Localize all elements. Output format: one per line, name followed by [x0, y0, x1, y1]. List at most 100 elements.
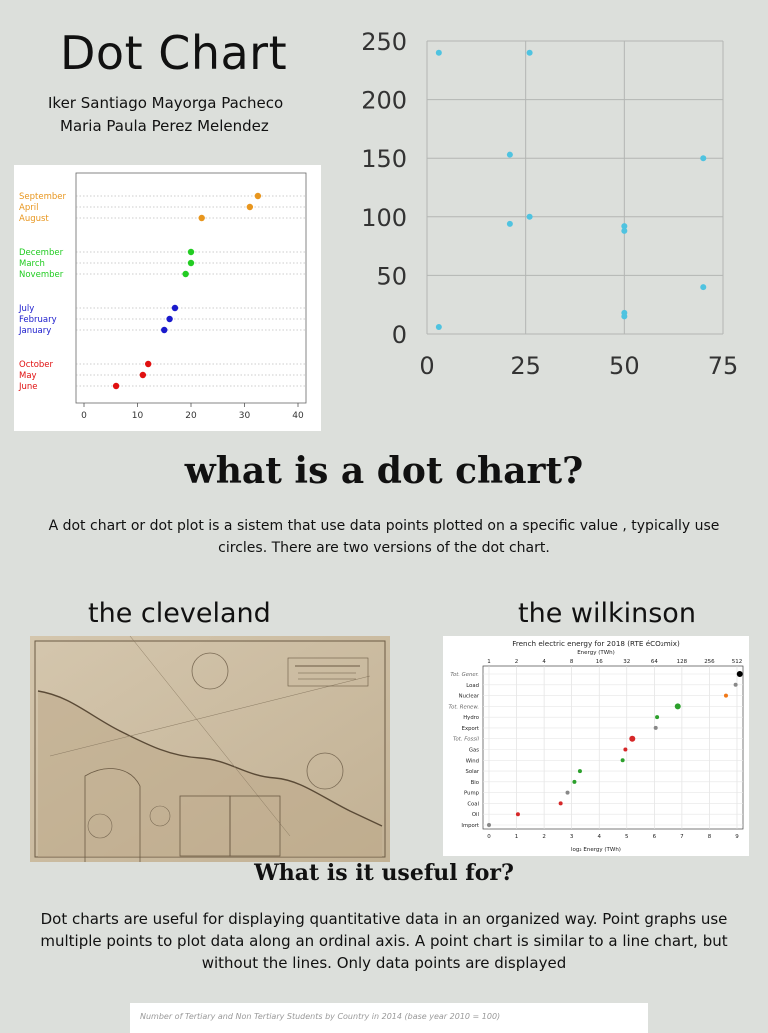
data-point	[526, 213, 533, 220]
data-point	[621, 223, 628, 230]
data-point	[139, 371, 147, 379]
data-point	[182, 270, 189, 278]
data-point	[629, 735, 636, 742]
top-tick-label: 2	[515, 659, 519, 665]
x-tick-label: 20	[185, 411, 197, 421]
row-label: Load	[466, 683, 479, 689]
energy-dot-chart-card: French electric energy for 2018 (RTE éCO…	[443, 636, 749, 856]
row-label: Hydro	[463, 715, 479, 721]
x-tick-label: 2	[542, 834, 546, 840]
top-tick-label: 8	[570, 659, 574, 665]
top-tick-label: 16	[596, 659, 603, 665]
data-point	[515, 812, 520, 817]
row-label: Pump	[464, 791, 480, 797]
energy-dot-chart: French electric energy for 2018 (RTE éCO…	[449, 639, 744, 853]
row-label: November	[19, 270, 64, 280]
data-point	[187, 248, 195, 256]
data-point	[254, 192, 262, 200]
row-label: Wind	[466, 758, 479, 764]
data-point	[674, 703, 681, 710]
row-label: June	[18, 382, 38, 392]
data-point	[506, 151, 513, 158]
row-label: July	[18, 304, 34, 314]
plot-frame	[75, 172, 307, 404]
data-point	[653, 725, 658, 730]
data-point	[621, 227, 628, 234]
data-point	[487, 823, 491, 827]
row-label: Tot. Gener.	[450, 672, 479, 678]
y-tick-label: 0	[392, 321, 407, 349]
row-label: January	[18, 326, 51, 336]
x-tick-label: 3	[570, 834, 574, 840]
row-label: August	[19, 214, 49, 224]
data-point	[723, 693, 728, 698]
bottom-chart-card: Number of Tertiary and Non Tertiary Stud…	[130, 1003, 648, 1033]
data-point	[198, 214, 205, 222]
y-tick-label: 200	[361, 87, 407, 115]
section-heading: What is it useful for?	[254, 860, 514, 886]
x-tick-label: 50	[609, 352, 640, 380]
x-tick-label: 4	[597, 834, 601, 840]
scatter-chart: 0 50 100 150 200 250 0 25 50 75	[361, 28, 739, 380]
top-tick-label: 512	[732, 659, 743, 665]
cleveland-label: the cleveland	[88, 598, 271, 629]
cleveland-map-image	[30, 635, 390, 862]
x-tick-label: 1	[515, 834, 519, 840]
x-tick-label: 6	[653, 834, 657, 840]
data-point	[577, 769, 582, 774]
chart-title: French electric energy for 2018 (RTE éCO…	[512, 639, 680, 648]
data-point	[558, 801, 563, 806]
x-tick-label: 0	[419, 352, 434, 380]
data-point	[187, 259, 195, 267]
row-label: February	[19, 315, 57, 325]
data-point	[435, 323, 442, 330]
data-point	[166, 315, 173, 323]
months-dot-chart-card: September April August December March Novembe…	[14, 165, 321, 431]
y-tick-label: 150	[361, 145, 407, 173]
page-title: Dot Chart	[60, 26, 288, 80]
row-label: Oil	[472, 812, 479, 818]
x-tick-label: 9	[735, 834, 739, 840]
author-name: Maria Paula Perez Melendez	[60, 117, 269, 135]
top-axis-label: Energy (TWh)	[577, 650, 615, 656]
data-point	[700, 284, 707, 291]
section-heading: what is a dot chart?	[184, 450, 584, 492]
author-name: Iker Santiago Mayorga Pacheco	[48, 94, 284, 112]
row-label: Nuclear	[459, 694, 480, 700]
top-tick-label: 256	[704, 659, 715, 665]
data-point	[112, 382, 120, 390]
x-tick-label: 0	[81, 411, 87, 421]
data-point	[621, 313, 628, 320]
data-point	[526, 49, 533, 56]
data-point	[161, 326, 168, 334]
bottom-chart-caption: Number of Tertiary and Non Tertiary Stud…	[140, 1012, 501, 1021]
row-label: Bio	[471, 780, 479, 786]
x-tick-label: 5	[625, 834, 629, 840]
data-point	[171, 304, 179, 312]
row-label: October	[19, 360, 54, 370]
row-label: Coal	[467, 801, 479, 807]
plot-frame	[482, 665, 744, 830]
x-tick-label: 75	[708, 352, 739, 380]
y-tick-label: 100	[361, 204, 407, 232]
data-point	[700, 155, 707, 162]
x-tick-label: 25	[510, 352, 541, 380]
row-label: Import	[461, 823, 479, 829]
x-tick-label: 0	[487, 834, 491, 840]
data-point	[506, 220, 513, 227]
x-tick-label: 10	[132, 411, 144, 421]
top-tick-label: 1	[487, 659, 491, 665]
data-point	[733, 682, 738, 687]
x-axis-label: log₂ Energy (TWh)	[571, 847, 621, 853]
top-tick-label: 4	[542, 659, 546, 665]
row-label: December	[19, 248, 64, 258]
data-point	[565, 790, 570, 795]
data-point	[572, 779, 577, 784]
y-tick-label: 250	[361, 28, 407, 56]
data-point	[736, 671, 743, 677]
data-point	[435, 49, 442, 56]
x-tick-label: 7	[680, 834, 684, 840]
row-label: March	[19, 259, 45, 269]
x-tick-label: 30	[239, 411, 251, 421]
